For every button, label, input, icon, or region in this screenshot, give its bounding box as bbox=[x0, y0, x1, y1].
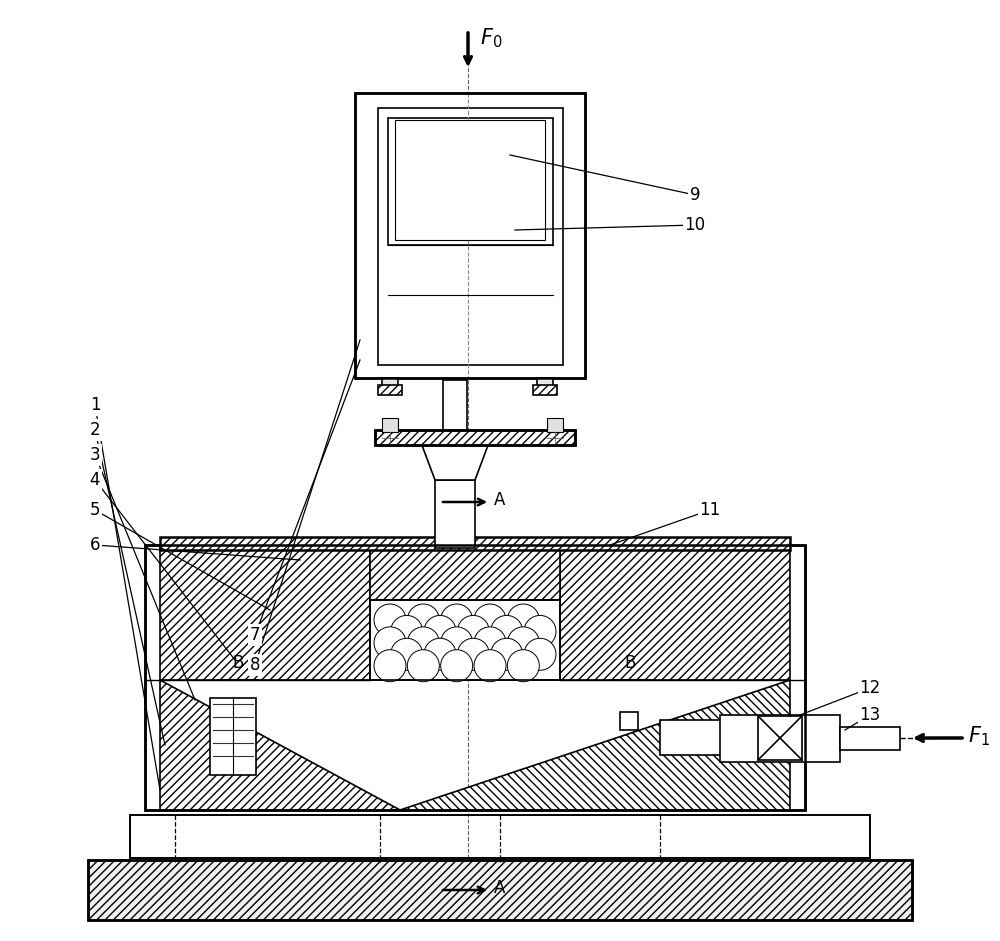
Circle shape bbox=[491, 615, 523, 647]
Bar bbox=[533, 385, 557, 395]
Text: 10: 10 bbox=[684, 216, 706, 234]
Text: 2: 2 bbox=[90, 421, 100, 439]
Text: 8: 8 bbox=[250, 656, 260, 674]
Circle shape bbox=[474, 649, 506, 681]
Text: 7: 7 bbox=[250, 626, 260, 644]
Bar bbox=[355, 93, 585, 378]
Circle shape bbox=[474, 604, 506, 636]
Bar bbox=[378, 108, 563, 365]
Bar bbox=[145, 545, 805, 810]
Circle shape bbox=[524, 638, 556, 670]
Polygon shape bbox=[160, 545, 370, 680]
Circle shape bbox=[457, 638, 489, 670]
Circle shape bbox=[374, 627, 406, 659]
Bar bbox=[758, 716, 802, 760]
Bar bbox=[130, 815, 870, 858]
Text: 12: 12 bbox=[859, 679, 881, 697]
Text: B: B bbox=[624, 654, 636, 672]
Bar bbox=[382, 378, 398, 390]
Bar bbox=[378, 385, 402, 395]
Text: 9: 9 bbox=[690, 186, 700, 204]
Circle shape bbox=[441, 627, 473, 659]
Bar bbox=[88, 860, 912, 920]
Circle shape bbox=[407, 627, 439, 659]
Bar bbox=[435, 480, 475, 548]
Circle shape bbox=[507, 604, 539, 636]
Bar bbox=[620, 712, 638, 730]
Text: $F_1$: $F_1$ bbox=[968, 725, 990, 748]
Circle shape bbox=[407, 649, 439, 681]
Bar bbox=[660, 720, 810, 755]
Bar bbox=[840, 727, 900, 750]
Text: 3: 3 bbox=[90, 446, 100, 464]
Bar bbox=[375, 430, 575, 445]
Circle shape bbox=[441, 649, 473, 681]
Text: B: B bbox=[232, 654, 244, 672]
Circle shape bbox=[374, 604, 406, 636]
Bar bbox=[537, 378, 553, 390]
Text: $F_0$: $F_0$ bbox=[480, 26, 502, 50]
Polygon shape bbox=[400, 680, 790, 810]
Bar bbox=[370, 600, 560, 680]
Text: 4: 4 bbox=[90, 471, 100, 489]
Bar bbox=[382, 418, 398, 432]
Bar bbox=[547, 418, 563, 432]
Bar bbox=[388, 118, 553, 245]
Circle shape bbox=[407, 604, 439, 636]
Text: 6: 6 bbox=[90, 536, 100, 554]
Circle shape bbox=[507, 627, 539, 659]
Bar bbox=[355, 93, 585, 378]
Circle shape bbox=[391, 638, 423, 670]
Polygon shape bbox=[560, 545, 790, 680]
Circle shape bbox=[374, 649, 406, 681]
Bar bbox=[88, 860, 912, 920]
Circle shape bbox=[474, 627, 506, 659]
Text: A: A bbox=[494, 879, 505, 897]
Polygon shape bbox=[420, 440, 490, 480]
Bar bbox=[720, 715, 840, 762]
Polygon shape bbox=[370, 545, 560, 600]
Circle shape bbox=[491, 638, 523, 670]
Circle shape bbox=[524, 615, 556, 647]
Text: 13: 13 bbox=[859, 706, 881, 724]
Bar bbox=[443, 380, 467, 430]
Text: 1: 1 bbox=[90, 396, 100, 414]
Bar bbox=[160, 537, 790, 550]
Circle shape bbox=[391, 615, 423, 647]
Bar bbox=[375, 430, 575, 445]
Text: 11: 11 bbox=[699, 501, 721, 519]
Text: 5: 5 bbox=[90, 501, 100, 519]
Bar bbox=[210, 698, 256, 775]
Polygon shape bbox=[160, 680, 400, 810]
Circle shape bbox=[424, 638, 456, 670]
Circle shape bbox=[441, 604, 473, 636]
Text: A: A bbox=[494, 491, 505, 509]
Circle shape bbox=[457, 615, 489, 647]
Bar bbox=[130, 815, 870, 858]
Bar bbox=[395, 120, 545, 240]
Bar bbox=[370, 600, 560, 680]
Bar bbox=[145, 545, 805, 810]
Circle shape bbox=[424, 615, 456, 647]
Circle shape bbox=[507, 649, 539, 681]
